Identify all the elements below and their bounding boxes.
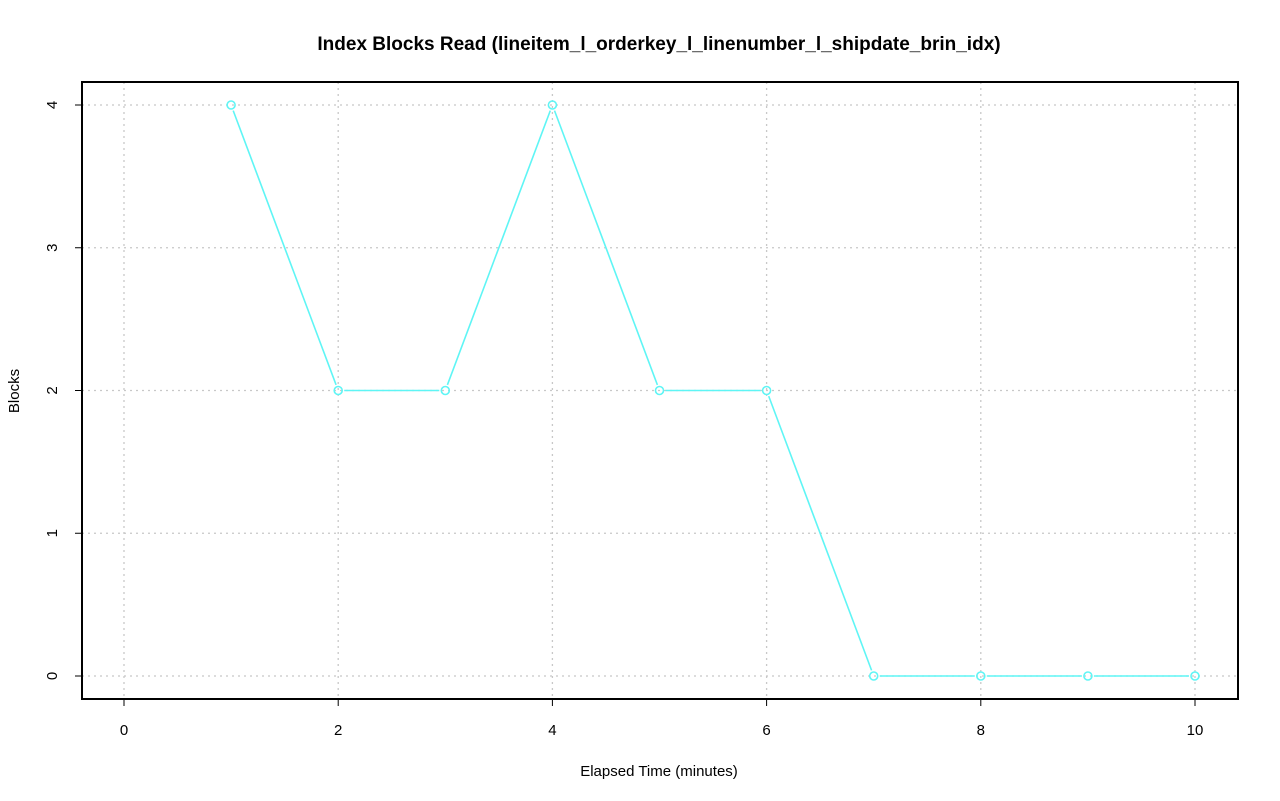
y-tick-label-2: 2 — [44, 386, 61, 394]
series-segment-5 — [767, 395, 873, 671]
y-tick-label-3: 3 — [44, 244, 61, 252]
data-point-3 — [547, 100, 558, 110]
axes: 0 2 4 6 8 10 0 1 2 3 4 — [44, 101, 1203, 739]
data-point-7 — [975, 671, 986, 681]
series-layer — [226, 100, 1200, 681]
y-tick-label-4: 4 — [44, 101, 61, 109]
x-tick-label-1: 2 — [334, 722, 342, 739]
y-axis-label: Blocks — [6, 369, 23, 413]
data-point-1 — [333, 385, 344, 396]
data-point-0 — [226, 100, 236, 110]
data-point-8 — [1083, 671, 1093, 681]
y-tick-label-1: 1 — [44, 529, 61, 537]
data-point-4 — [654, 385, 665, 396]
chart-title: Index Blocks Read (lineitem_l_orderkey_l… — [317, 34, 1000, 55]
series-0 — [226, 100, 1200, 681]
series-segment-0 — [232, 110, 337, 386]
series-segment-2 — [446, 110, 552, 386]
data-point-5 — [761, 385, 772, 396]
x-tick-label-5: 10 — [1187, 722, 1204, 739]
x-axis-label: Elapsed Time (minutes) — [580, 763, 738, 780]
x-tick-label-0: 0 — [120, 722, 128, 739]
x-tick-label-4: 8 — [977, 722, 985, 739]
y-tick-label-0: 0 — [44, 672, 61, 680]
data-point-6 — [868, 671, 879, 681]
series-segment-3 — [553, 110, 659, 386]
data-point-9 — [1190, 671, 1200, 681]
x-tick-label-3: 6 — [762, 722, 770, 739]
data-point-2 — [440, 385, 451, 396]
x-tick-label-2: 4 — [548, 722, 556, 739]
grid — [82, 82, 1238, 699]
